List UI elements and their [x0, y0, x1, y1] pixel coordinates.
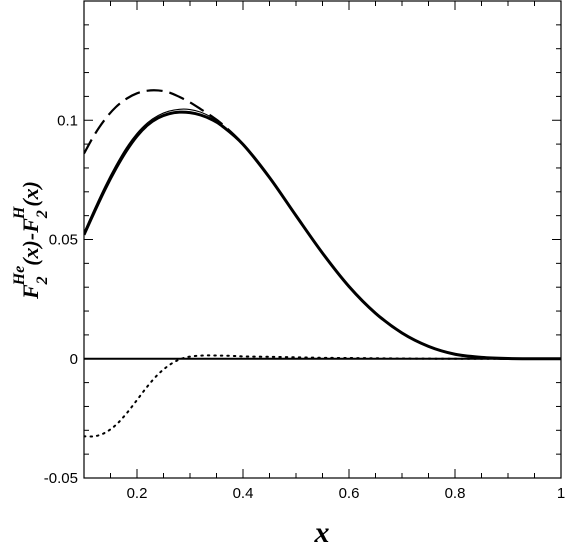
- y-axis-title-sup2: H: [11, 206, 28, 220]
- plot-frame: [83, 0, 562, 479]
- y-axis-title-sup1: He: [11, 266, 28, 287]
- x-tick-label: 0.2: [127, 485, 148, 502]
- x-tick-label: 0.8: [445, 485, 466, 502]
- x-tick-labels: 0.2 0.4 0.6 0.8 1: [127, 485, 566, 502]
- series-line-dotted: [84, 354, 561, 438]
- y-axis-title-sub2: 2: [34, 210, 51, 219]
- y-tick-label: 0: [70, 351, 78, 368]
- x-tick-label: 0.6: [339, 485, 360, 502]
- y-tick-labels: -0.05 0 0.05 0.1: [44, 112, 78, 487]
- y-axis-title-f1: F: [18, 284, 43, 300]
- series-line-solid-thin: [84, 108, 561, 360]
- x-tick-label: 1: [557, 485, 565, 502]
- y-axis-title: F2He(x)-F2H(x): [11, 181, 51, 300]
- y-axis-title-sub1: 2: [34, 276, 51, 285]
- series-line-dashed: [84, 89, 561, 360]
- tick-marks: [83, 0, 562, 479]
- series-line-solid-thick: [84, 110, 561, 361]
- y-axis-title-end: (x): [18, 181, 43, 207]
- x-axis-title: x: [314, 516, 330, 545]
- y-tick-label: 0.1: [57, 112, 78, 129]
- y-tick-label: -0.05: [44, 470, 78, 487]
- y-axis-title-mid: (x)-F: [18, 218, 43, 266]
- series-lines: [84, 89, 561, 438]
- y-tick-label: 0.05: [49, 232, 78, 249]
- x-tick-label: 0.4: [233, 485, 254, 502]
